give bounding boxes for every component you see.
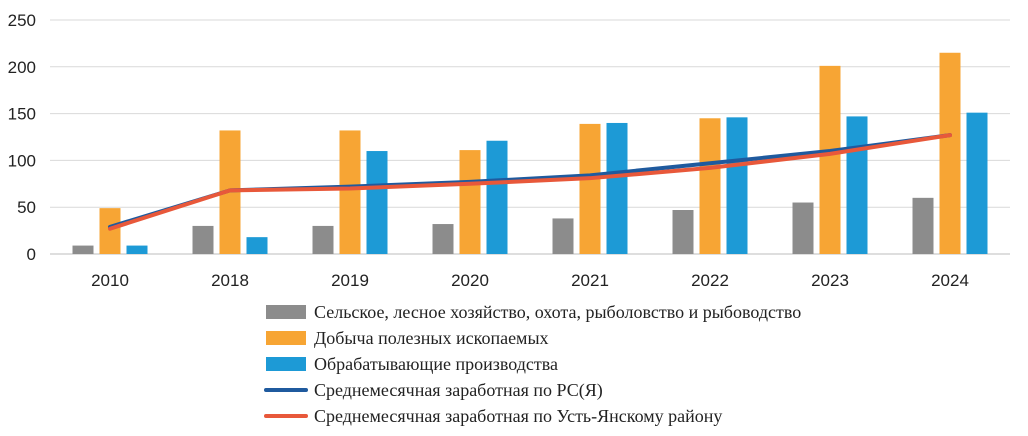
legend-label: Среднемесячная заработная по РС(Я) (314, 380, 603, 401)
bar-series-2 (459, 150, 481, 254)
bars (72, 52, 988, 255)
legend-swatch (266, 357, 306, 371)
y-tick-label: 200 (8, 58, 36, 77)
bar-series-2 (579, 123, 601, 254)
bar-series-1 (552, 218, 574, 254)
bar-series-3 (246, 237, 268, 254)
legend-label: Сельское, лесное хозяйство, охота, рыбол… (314, 302, 801, 322)
line-series-5 (108, 133, 952, 231)
bar-series-3 (726, 117, 748, 255)
x-tick-label: 2023 (811, 271, 849, 290)
bar-series-3 (846, 116, 868, 255)
bar-series-1 (432, 224, 454, 254)
bar-series-1 (792, 202, 814, 254)
legend-label: Среднемесячная заработная по Усть-Янском… (314, 406, 722, 426)
legend-label: Добыча полезных ископаемых (314, 328, 549, 348)
bar-series-3 (366, 151, 388, 254)
bar-series-2 (819, 65, 841, 254)
y-tick-label: 250 (8, 11, 36, 30)
legend-swatch (266, 305, 306, 319)
y-tick-label: 100 (8, 151, 36, 170)
bar-series-3 (966, 112, 988, 254)
series-lines (108, 133, 952, 231)
y-tick-label: 0 (27, 245, 36, 264)
y-tick-label: 50 (17, 198, 36, 217)
legend-label: Обрабатывающие производства (314, 354, 558, 374)
y-tick-label: 150 (8, 105, 36, 124)
legend: Сельское, лесное хозяйство, охота, рыбол… (264, 302, 801, 426)
y-axis: 0 50 100 150 200 250 (8, 11, 36, 264)
x-tick-label: 2019 (331, 271, 369, 290)
bar-series-2 (99, 208, 121, 254)
bar-series-1 (192, 225, 214, 254)
x-tick-label: 2021 (571, 271, 609, 290)
bar-series-1 (72, 245, 94, 254)
x-tick-label: 2022 (691, 271, 729, 290)
bar-series-1 (672, 210, 694, 254)
x-tick-label: 2018 (211, 271, 249, 290)
bar-series-2 (939, 52, 961, 255)
x-tick-label: 2010 (91, 271, 129, 290)
bar-series-2 (339, 130, 361, 254)
bar-series-1 (912, 197, 934, 254)
bar-series-3 (606, 122, 628, 255)
legend-swatch (266, 331, 306, 345)
x-tick-label: 2020 (451, 271, 489, 290)
bar-series-2 (699, 118, 721, 254)
bar-series-1 (312, 225, 334, 254)
bar-series-3 (126, 245, 148, 254)
x-axis: 2010 2018 2019 2020 2021 2022 2023 2024 (91, 271, 969, 290)
bar-series-3 (486, 140, 508, 254)
x-tick-label: 2024 (931, 271, 969, 290)
